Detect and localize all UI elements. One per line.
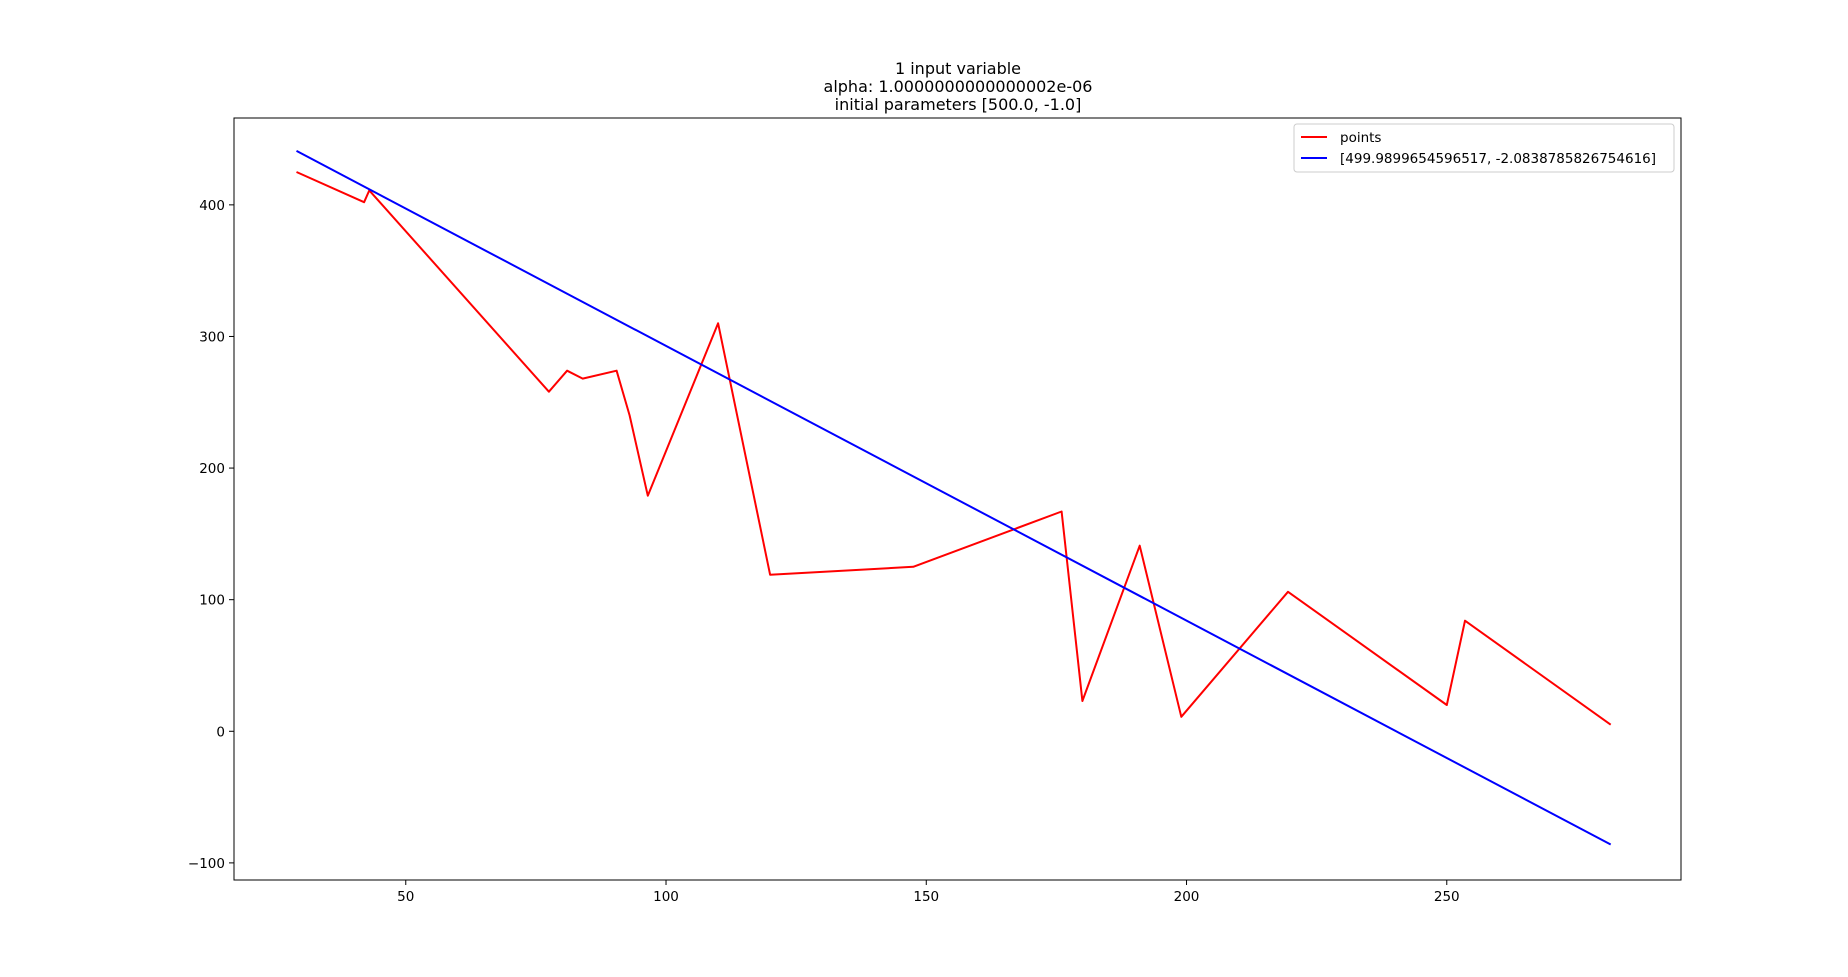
series-line-points bbox=[296, 171, 1612, 726]
plot-frame bbox=[233, 117, 1682, 881]
axes: 50 100 150 200 250 −100 0 100 200 300 400 bbox=[188, 198, 1460, 905]
y-tick-label: 400 bbox=[199, 198, 225, 214]
chart-title-line-1: 1 input variable bbox=[895, 59, 1021, 78]
y-tick-label: 300 bbox=[199, 329, 225, 345]
x-tick-label: 200 bbox=[1174, 889, 1200, 905]
x-tick-label: 100 bbox=[653, 889, 679, 905]
x-tick-label: 50 bbox=[397, 889, 414, 905]
y-tick-label: 200 bbox=[199, 461, 225, 477]
legend-label-fit: [499.9899654596517, -2.0838785826754616] bbox=[1340, 151, 1656, 167]
legend-label-points: points bbox=[1340, 130, 1381, 146]
y-tick-label: 100 bbox=[199, 593, 225, 609]
legend: points [499.9899654596517, -2.0838785826… bbox=[1293, 123, 1675, 173]
x-tick-label: 250 bbox=[1434, 889, 1460, 905]
legend-box bbox=[1293, 123, 1675, 173]
y-tick-label: 0 bbox=[216, 724, 225, 740]
chart-title-line-2: alpha: 1.0000000000000002e-06 bbox=[824, 77, 1093, 96]
chart-title-line-3: initial parameters [500.0, -1.0] bbox=[835, 95, 1082, 114]
plot-area bbox=[296, 150, 1612, 846]
x-tick-label: 150 bbox=[913, 889, 939, 905]
series-line-fit bbox=[296, 150, 1612, 846]
y-tick-label: −100 bbox=[188, 856, 225, 872]
